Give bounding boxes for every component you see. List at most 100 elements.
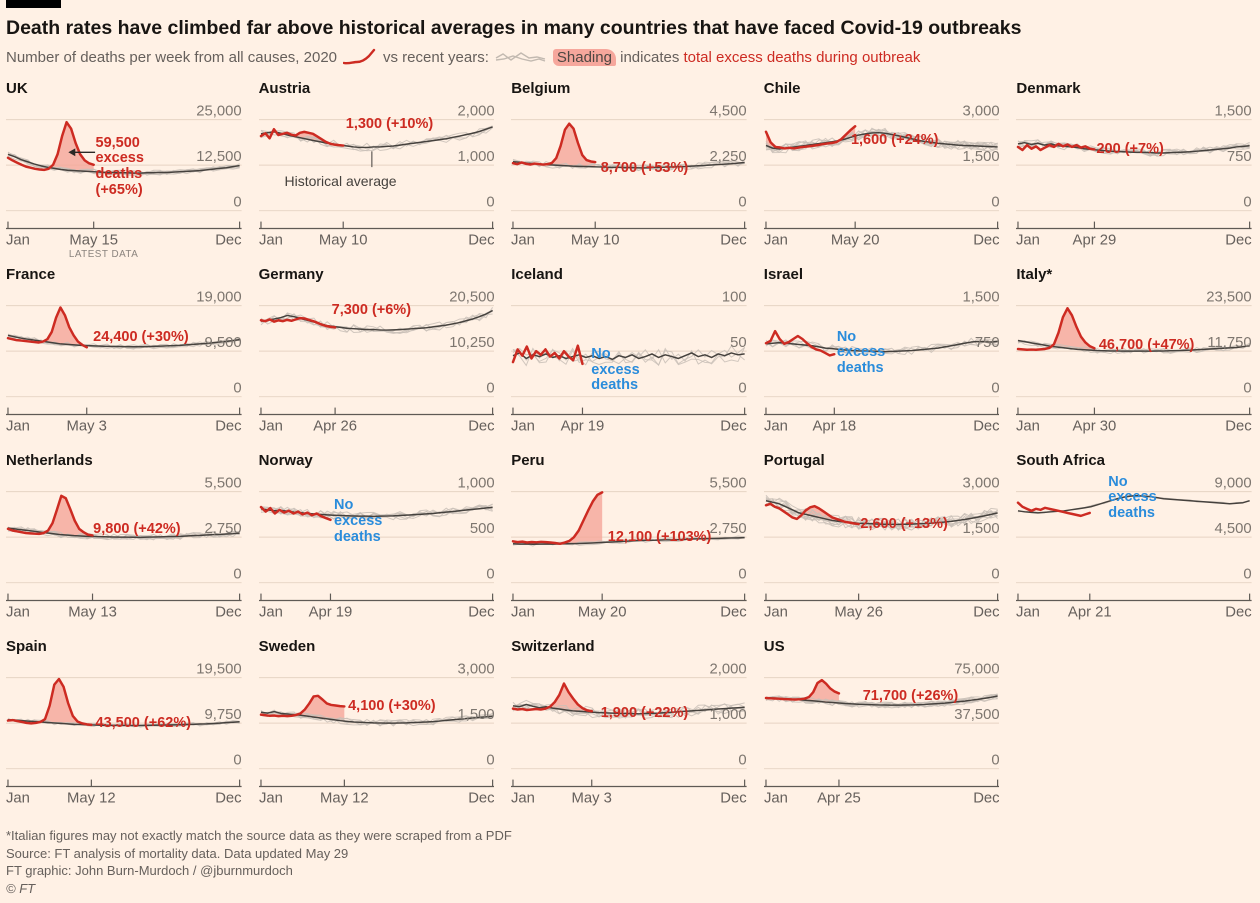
- x-axis-label: Apr 25: [817, 790, 861, 806]
- chart-subtitle: Number of deaths per week from all cause…: [6, 48, 1260, 66]
- panel-plot: 23,500 11,750 0 Jan Apr 30 Dec 46,700 (+47%): [1016, 287, 1252, 445]
- panel-svg: 25,000 12,500 0 Jan May 15 Dec LATEST DATA: [6, 104, 242, 259]
- x-axis-label: Jan: [511, 790, 535, 806]
- panel-plot: 9,000 4,500 0 Jan Apr 21 Dec No excess deaths: [1016, 473, 1252, 631]
- x-axis-label: Dec: [720, 232, 746, 248]
- panel-title: UK: [6, 80, 28, 97]
- chart-panel-netherlands: Netherlands 5,500 2,750 0 Jan May 13 Dec 9,800 …: [6, 452, 242, 631]
- chart-panel-italy: Italy* 23,500 11,750 0 Jan Apr 30 Dec 46,700 (+…: [1016, 266, 1252, 445]
- panel-title: Portugal: [763, 452, 825, 469]
- x-axis-label: Jan: [6, 790, 30, 806]
- y-axis-label: 0: [739, 753, 747, 769]
- x-axis-label: Dec: [468, 604, 494, 620]
- chart-panel-iceland: Iceland 100 50 0 Jan Apr 19 Dec No excess death…: [511, 266, 747, 445]
- y-axis-label: 1,000: [457, 476, 494, 492]
- panel-plot: 25,000 12,500 0 Jan May 15 Dec LATEST DATA 59,5…: [6, 101, 242, 259]
- y-axis-label: 2,750: [710, 521, 747, 537]
- y-axis-label: 3,000: [962, 476, 999, 492]
- x-axis-label: Dec: [720, 604, 746, 620]
- y-axis-label: 0: [991, 381, 999, 397]
- ft-top-rule: [6, 0, 61, 8]
- footnote-italy: *Italian figures may not exactly match t…: [6, 828, 512, 843]
- panel-plot: 4,500 2,250 0 Jan May 10 Dec 8,700 (+53%): [511, 101, 747, 259]
- y-axis-label: 500: [469, 521, 494, 537]
- y-axis-label: 20,500: [449, 290, 494, 306]
- x-axis-label: Dec: [215, 418, 241, 434]
- chart-panel-belgium: Belgium 4,500 2,250 0 Jan May 10 Dec 8,700 (+53…: [511, 80, 747, 259]
- x-axis-label: Jan: [1016, 232, 1040, 248]
- panel-plot: 20,500 10,250 0 Jan Apr 26 Dec 7,300 (+6%): [258, 287, 495, 445]
- panel-svg: 1,500 750 0 Jan Apr 18 Dec: [763, 290, 1000, 434]
- y-axis-label: 1,500: [1215, 104, 1252, 120]
- y-axis-label: 0: [991, 195, 999, 211]
- shading-legend-swatch: Shading: [552, 48, 616, 66]
- y-axis-label: 1,000: [457, 149, 494, 165]
- panel-plot: 1,500 750 0 Jan Apr 18 Dec No excess deaths: [763, 287, 1000, 445]
- panel-svg: 19,500 9,750 0 Jan May 12 Dec: [6, 662, 242, 806]
- chart-panel-sweden: Sweden 3,000 1,500 0 Jan May 12 Dec 4,100 (+30%…: [258, 638, 495, 817]
- panel-title: Norway: [258, 452, 313, 469]
- y-axis-label: 750: [975, 335, 1000, 351]
- y-axis-label: 0: [1244, 381, 1252, 397]
- x-axis-label: Jan: [259, 790, 283, 806]
- x-axis-label: Jan: [511, 418, 535, 434]
- x-axis-label: May 26: [834, 604, 883, 620]
- panel-plot: 5,500 2,750 0 Jan May 13 Dec 9,800 (+42%): [6, 473, 242, 631]
- y-axis-label: 12,500: [196, 149, 241, 165]
- small-multiples-grid: UK 25,000 12,500 0 Jan May 15 Dec LATEST DATA 59…: [6, 80, 1260, 817]
- y-axis-label: 19,500: [196, 662, 241, 678]
- x-axis-label: Jan: [511, 232, 535, 248]
- x-axis-label: Jan: [764, 232, 788, 248]
- y-axis-label: 11,750: [1208, 335, 1252, 351]
- x-axis-label: Dec: [1226, 418, 1252, 434]
- panel-plot: 3,000 1,500 0 Jan May 26 Dec 2,600 (+13%): [763, 473, 1000, 631]
- x-axis-label: Dec: [720, 418, 746, 434]
- y-axis-label: 0: [233, 567, 241, 583]
- x-axis-label: Apr 19: [308, 604, 352, 620]
- panel-title: Italy*: [1016, 266, 1053, 283]
- panel-plot: 75,000 37,500 0 Jan Apr 25 Dec 71,700 (+26%): [763, 659, 1000, 817]
- chart-panel-peru: Peru 5,500 2,750 0 Jan May 20 Dec 12,100 (+103%…: [511, 452, 747, 631]
- y-axis-label: 0: [1244, 567, 1252, 583]
- panel-svg: 3,000 1,500 0 Jan May 26 Dec: [763, 476, 1000, 620]
- x-axis-label: Dec: [720, 790, 746, 806]
- chart-panel-germany: Germany 20,500 10,250 0 Jan Apr 26 Dec 7,300 (+…: [258, 266, 495, 445]
- panel-title: Switzerland: [511, 638, 595, 655]
- credit-line: FT graphic: John Burn-Murdoch / @jburnmu…: [6, 863, 293, 879]
- panel-svg: 5,500 2,750 0 Jan May 20 Dec: [511, 476, 747, 620]
- chart-panel-switzerland: Switzerland 2,000 1,000 0 Jan May 3 Dec 1,900 (…: [511, 638, 747, 817]
- y-axis-label: 0: [486, 381, 494, 397]
- x-axis-label: Jan: [259, 232, 283, 248]
- y-axis-label: 0: [1244, 195, 1252, 211]
- x-axis-label: Dec: [973, 418, 999, 434]
- x-axis-label: Jan: [511, 604, 535, 620]
- y-axis-label: 0: [739, 381, 747, 397]
- y-axis-label: 2,250: [710, 149, 747, 165]
- x-axis-label: Dec: [973, 604, 999, 620]
- panel-title: Iceland: [511, 266, 563, 283]
- panel-plot: 1,000 500 0 Jan Apr 19 Dec No excess deaths: [258, 473, 495, 631]
- y-axis-label: 1,500: [962, 149, 999, 165]
- x-axis-label: May 12: [320, 790, 369, 806]
- y-axis-label: 0: [486, 195, 494, 211]
- chart-panel-uk: UK 25,000 12,500 0 Jan May 15 Dec LATEST DATA 59…: [6, 80, 242, 259]
- y-axis-label: 1,500: [962, 521, 999, 537]
- chart-panel-us: US 75,000 37,500 0 Jan Apr 25 Dec 71,700 (+26%): [763, 638, 1000, 817]
- y-axis-label: 1,500: [457, 707, 494, 723]
- panel-title: Chile: [763, 80, 801, 97]
- y-axis-label: 2,000: [457, 104, 494, 120]
- latest-data-label: LATEST DATA: [69, 249, 138, 259]
- y-axis-label: 0: [233, 381, 241, 397]
- subtitle-text-3: indicates: [620, 48, 680, 66]
- x-axis-label: Dec: [215, 232, 241, 248]
- x-axis-label: Jan: [764, 418, 788, 434]
- x-axis-label: May 12: [67, 790, 116, 806]
- panel-svg: 1,500 750 0 Jan Apr 29 Dec: [1016, 104, 1252, 248]
- x-axis-label: Dec: [1226, 232, 1252, 248]
- x-axis-label: Apr 26: [313, 418, 357, 434]
- page-title: Death rates have climbed far above histo…: [6, 17, 1022, 39]
- x-axis-label: May 3: [572, 790, 612, 806]
- panel-svg: 100 50 0 Jan Apr 19 Dec: [511, 290, 747, 434]
- y-axis-label: 2,000: [710, 662, 747, 678]
- chart-footer: *Italian figures may not exactly match t…: [6, 817, 1260, 903]
